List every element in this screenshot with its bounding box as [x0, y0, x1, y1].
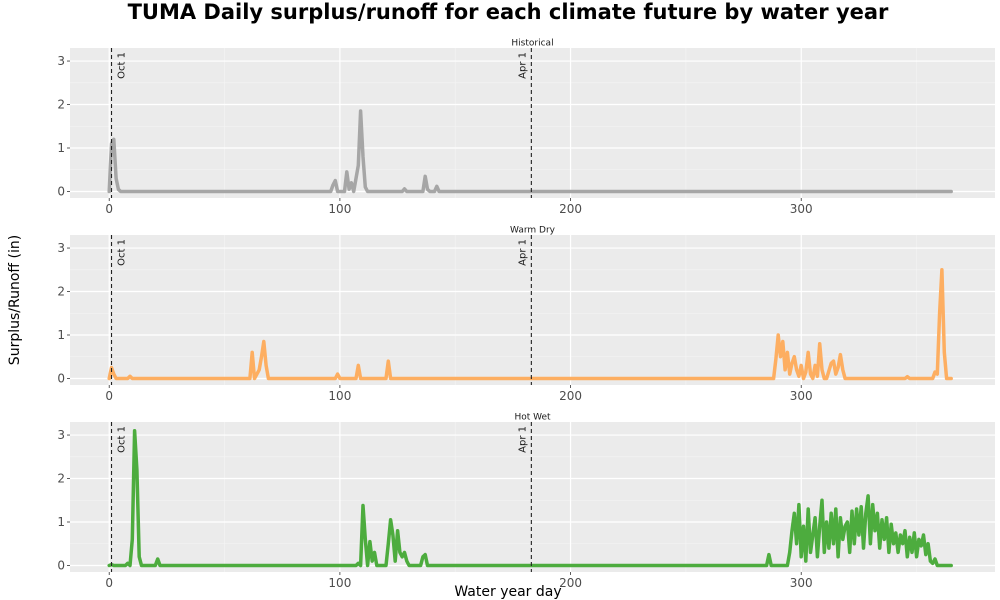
panel-title: Historical [511, 39, 553, 49]
y-tick-label: 3 [57, 428, 65, 442]
y-tick-label: 3 [57, 54, 65, 68]
x-tick-label: 300 [790, 202, 813, 216]
panel-title: Hot Wet [514, 413, 551, 423]
reference-line-label: Apr 1 [517, 239, 528, 266]
y-tick-label: 1 [57, 515, 65, 529]
y-tick-label: 1 [57, 141, 65, 155]
x-tick-label: 100 [328, 202, 351, 216]
reference-line-label: Oct 1 [117, 52, 128, 79]
x-tick-label: 200 [559, 389, 582, 403]
plot-background [70, 422, 995, 572]
x-tick-label: 0 [105, 389, 113, 403]
panel-hot-wet: Hot Wet 0 100 200 300 0 1 2 3 Oct 1 Apr 1 [57, 413, 995, 590]
y-tick-label: 1 [57, 328, 65, 342]
x-axis-label: Water year day [454, 584, 561, 600]
plot-background [70, 235, 995, 385]
y-tick-label: 2 [57, 285, 65, 299]
x-tick-label: 300 [790, 389, 813, 403]
x-tick-label: 200 [559, 576, 582, 590]
reference-line-label: Oct 1 [117, 239, 128, 266]
series-line [107, 109, 953, 194]
panel-warm-dry: Warm Dry 0 100 200 300 0 1 2 3 Oct 1 Apr 1 [57, 226, 995, 403]
y-tick-label: 3 [57, 241, 65, 255]
x-tick-label: 100 [328, 389, 351, 403]
x-tick-label: 0 [105, 202, 113, 216]
plot-background [70, 48, 995, 198]
y-tick-label: 2 [57, 98, 65, 112]
x-tick-label: 300 [790, 576, 813, 590]
series-line [107, 268, 953, 381]
x-tick-label: 200 [559, 202, 582, 216]
x-tick-label: 0 [105, 576, 113, 590]
y-tick-label: 2 [57, 472, 65, 486]
reference-line-label: Oct 1 [117, 426, 128, 453]
chart-title: TUMA Daily surplus/runoff for each clima… [128, 0, 889, 24]
y-tick-label: 0 [57, 371, 65, 385]
reference-line-label: Apr 1 [517, 52, 528, 79]
y-axis-label: Surplus/Runoff (in) [7, 235, 23, 365]
panel-historical: Historical 0 100 200 300 0 1 2 3 Oct 1 Apr 1 [57, 39, 995, 216]
x-tick-label: 100 [328, 576, 351, 590]
y-tick-label: 0 [57, 558, 65, 572]
panel-title: Warm Dry [510, 226, 556, 236]
series-line [107, 428, 953, 568]
y-tick-label: 0 [57, 184, 65, 198]
reference-line-label: Apr 1 [517, 426, 528, 453]
